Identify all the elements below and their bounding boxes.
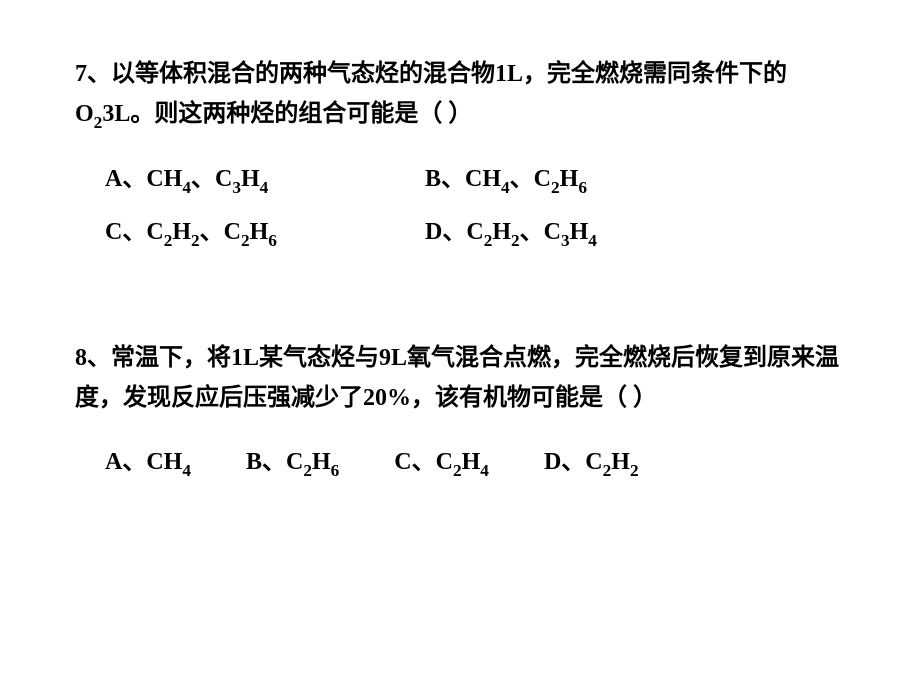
q8-option-a: A、CH4 [105,441,191,480]
q7-options-row-2: C、C2H2、C2H6 D、C2H2、C3H4 [75,211,845,250]
q7-stem-part2: 3L。则这两种烃的组合可能是（ ） [102,101,472,127]
q7-b-c1-sub: 4 [501,178,510,197]
q8-b-lb: H [312,449,331,475]
q8-a-prefix: A、 [105,449,146,475]
q7-d-c1a: C [466,219,483,245]
q8-b-la: C [286,449,303,475]
q7-option-b: B、CH4、C2H6 [425,158,845,197]
q7-c-c2a: C [224,219,241,245]
q7-d-c2b-sub: 4 [588,231,597,250]
q7-c-prefix: C、 [105,219,146,245]
q7-option-d: D、C2H2、C3H4 [425,211,845,250]
q7-d-sep: 、 [520,219,544,245]
q7-number: 7 [75,61,87,87]
q8-c-la: C [436,449,453,475]
q7-c-c2b: H [250,219,269,245]
q7-stem-sub1: 2 [94,113,103,132]
q7-b-c2b: H [560,166,579,192]
q7-b-c2a-sub: 2 [551,178,560,197]
q7-a-c2a: C [215,166,232,192]
q8-d-sa: 2 [603,461,612,480]
question-8-stem: 8、常温下，将1L某气态烃与9L氧气混合点燃，完全燃烧后恢复到原来温度，发现反应… [75,339,845,418]
q7-b-c2a: C [534,166,551,192]
q7-a-prefix: A、 [105,166,146,192]
q7-option-c: C、C2H2、C2H6 [105,211,425,250]
q7-a-c2b-sub: 4 [260,178,269,197]
q7-a-sep: 、 [191,166,215,192]
question-8: 8、常温下，将1L某气态烃与9L氧气混合点燃，完全燃烧后恢复到原来温度，发现反应… [75,339,845,479]
q8-d-lb: H [611,449,630,475]
q8-c-sb: 4 [480,461,489,480]
q8-number: 8 [75,345,87,371]
q8-b-prefix: B、 [246,449,286,475]
q7-d-c1b-sub: 2 [511,231,520,250]
q7-c-c1b: H [172,219,191,245]
q7-options-row-1: A、CH4、C3H4 B、CH4、C2H6 [75,158,845,197]
q7-a-c1-sub: 4 [182,178,191,197]
q7-a-c1: CH [146,166,182,192]
q7-c-c1a-sub: 2 [164,231,173,250]
q8-c-lb: H [462,449,481,475]
q8-b-sa: 2 [303,461,312,480]
q7-c-c2b-sub: 6 [268,231,277,250]
q7-c-sep: 、 [200,219,224,245]
q8-d-la: C [585,449,602,475]
q7-b-prefix: B、 [425,166,465,192]
q8-a-label: CH [146,449,182,475]
q8-a-sub: 4 [182,461,191,480]
q7-d-c2b: H [570,219,589,245]
q7-c-c1a: C [146,219,163,245]
q8-d-prefix: D、 [544,449,585,475]
q8-d-sb: 2 [630,461,639,480]
q8-b-sb: 6 [331,461,340,480]
q7-a-c2a-sub: 3 [232,178,241,197]
question-7-stem: 7、以等体积混合的两种气态烃的混合物1L，完全燃烧需同条件下的O23L。则这两种… [75,55,845,136]
q7-d-c1a-sub: 2 [484,231,493,250]
q7-d-c2a: C [544,219,561,245]
q8-c-prefix: C、 [394,449,435,475]
q7-b-c2b-sub: 6 [578,178,587,197]
q7-b-c1: CH [465,166,501,192]
q7-c-c1b-sub: 2 [191,231,200,250]
q7-c-c2a-sub: 2 [241,231,250,250]
q7-d-c1b: H [492,219,511,245]
q7-d-c2a-sub: 3 [561,231,570,250]
q7-a-c2b: H [241,166,260,192]
q8-c-sa: 2 [453,461,462,480]
q8-option-c: C、C2H4 [394,441,489,480]
q8-options-row: A、CH4 B、C2H6 C、C2H4 D、C2H2 [75,441,845,480]
q7-b-sep: 、 [510,166,534,192]
question-7: 7、以等体积混合的两种气态烃的混合物1L，完全燃烧需同条件下的O23L。则这两种… [75,55,845,249]
q7-option-a: A、CH4、C3H4 [105,158,425,197]
q8-stem: 、常温下，将1L某气态烃与9L氧气混合点燃，完全燃烧后恢复到原来温度，发现反应后… [75,345,839,411]
q7-d-prefix: D、 [425,219,466,245]
q8-option-d: D、C2H2 [544,441,639,480]
q8-option-b: B、C2H6 [246,441,339,480]
